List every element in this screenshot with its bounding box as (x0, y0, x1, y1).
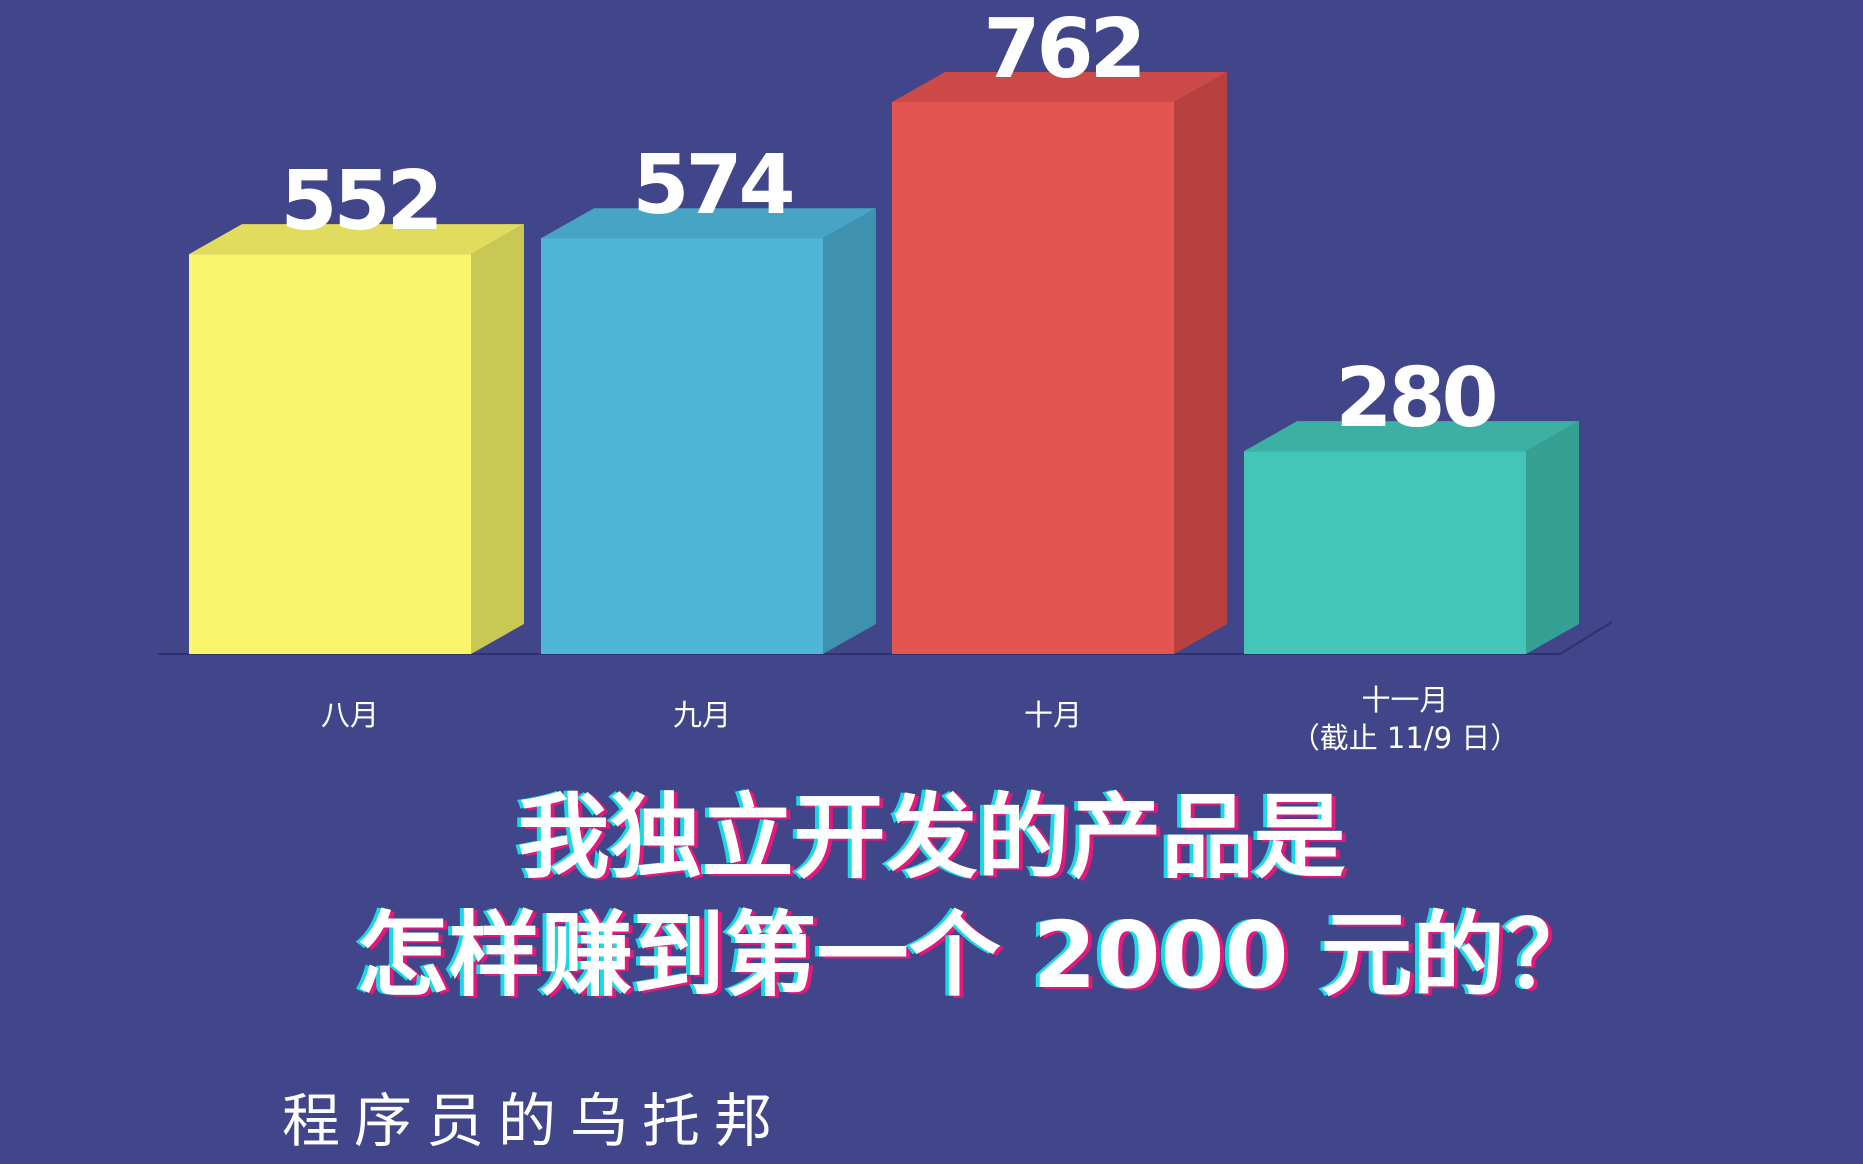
bar-top (189, 224, 524, 255)
bar-front (1244, 451, 1526, 654)
bar-chart: 552 574 762 280 八月 九月 十月 十一月 （截止 11/9 日） (158, 2, 1613, 755)
category-note: （截止 11/9 日） (1291, 721, 1520, 755)
bar (892, 72, 1227, 654)
bar-value-label: 762 (983, 2, 1142, 97)
bar-top (1244, 421, 1579, 452)
bar-top (892, 72, 1227, 102)
bar-front (541, 238, 823, 655)
bar-value-label: 574 (632, 138, 792, 233)
bar-front (189, 254, 471, 655)
category-label: 十一月 (1361, 683, 1448, 717)
bar (1244, 421, 1579, 654)
bar (541, 208, 876, 655)
bar-side (823, 208, 876, 655)
headline-line-2: 怎样赚到第一个 2000 元的？ (356, 902, 1597, 1009)
category-label: 十月 (1024, 698, 1082, 732)
bar-side (1174, 72, 1227, 654)
bar-front (892, 102, 1174, 654)
headline-line-1: 我独立开发的产品是 (517, 784, 1346, 891)
bar-side (471, 224, 524, 655)
bar-value-label: 552 (280, 154, 439, 249)
bar-side (1526, 421, 1579, 654)
bar-value-label: 280 (1335, 351, 1495, 446)
category-label: 八月 (321, 698, 379, 732)
chart-floor-edge (1559, 621, 1613, 655)
bar-top (541, 208, 876, 239)
bar (189, 224, 524, 655)
category-label: 九月 (673, 698, 731, 732)
channel-name: 程序员的乌托邦 (282, 1087, 787, 1155)
